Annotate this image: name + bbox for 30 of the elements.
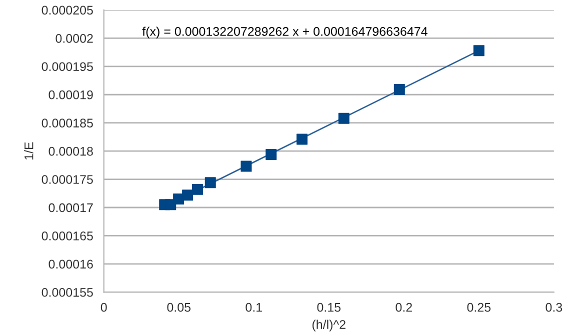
x-tick-label: 0.25 bbox=[467, 302, 491, 312]
point bbox=[182, 190, 194, 201]
y-axis-title: 1/E bbox=[24, 142, 34, 160]
point bbox=[266, 148, 277, 160]
x-tick-label: 0.3 bbox=[546, 302, 562, 312]
y-tick-label: 0.00019 bbox=[48, 90, 93, 100]
y-tick-label: 0.000205 bbox=[42, 6, 93, 15]
point bbox=[204, 177, 216, 188]
point bbox=[394, 84, 405, 96]
point bbox=[296, 134, 308, 145]
annotation: f(x) = 0.000132207289262 x + 0.000164796636474 bbox=[142, 26, 428, 38]
x-tick-label: 0.15 bbox=[317, 302, 341, 312]
y-tick-label: 0.000195 bbox=[42, 62, 93, 72]
point bbox=[240, 160, 252, 172]
y-tick-label: 0.00016 bbox=[48, 260, 93, 269]
y-tick-label: 0.00018 bbox=[48, 146, 93, 156]
x-tick-label: 0.1 bbox=[246, 302, 262, 312]
x-tick-label: 0.2 bbox=[396, 302, 412, 312]
y-tick-label: 0.00017 bbox=[48, 203, 93, 212]
x-tick-label: 0.05 bbox=[167, 302, 191, 312]
x-tick-label: 0 bbox=[100, 302, 107, 312]
y-tick-label: 0.000155 bbox=[42, 288, 93, 297]
point bbox=[473, 45, 484, 56]
y-tick-label: 0.000165 bbox=[42, 232, 93, 240]
point bbox=[192, 184, 203, 195]
y-tick-label: 0.000175 bbox=[42, 175, 93, 184]
y-tick-label: 0.0002 bbox=[56, 34, 93, 43]
y-tick-label: 0.000185 bbox=[42, 118, 93, 128]
point bbox=[338, 112, 350, 124]
x-axis-title: (h/l)^2 bbox=[312, 320, 346, 332]
